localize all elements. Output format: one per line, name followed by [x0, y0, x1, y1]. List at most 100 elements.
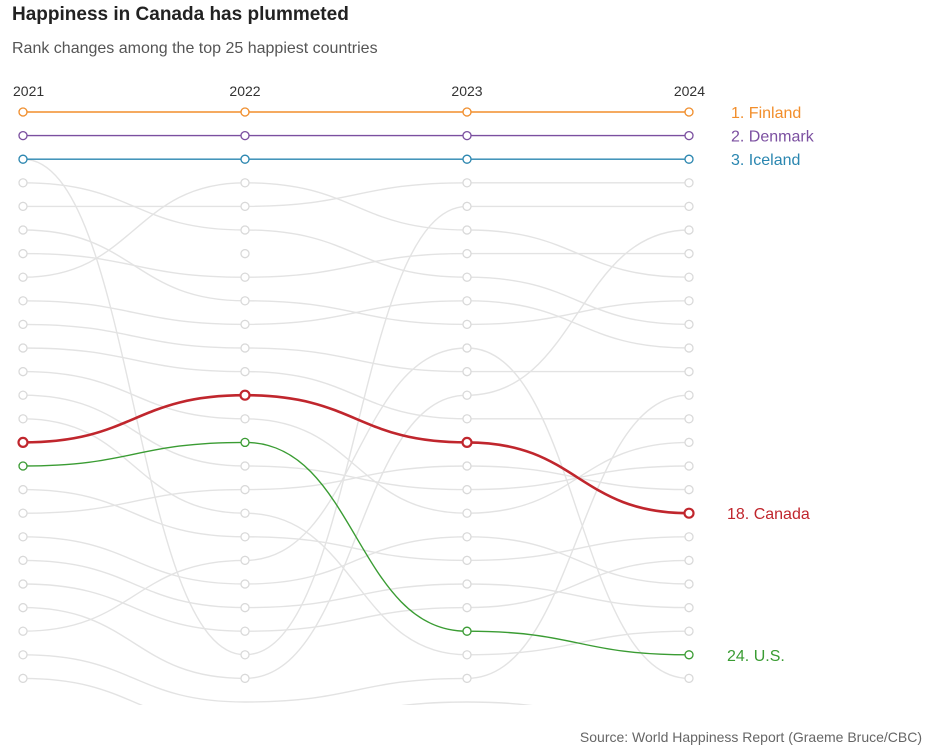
background-point [18, 178, 28, 188]
background-point [240, 367, 250, 377]
background-point [684, 249, 694, 259]
background-point [18, 602, 28, 613]
canada-point-2022 [239, 389, 251, 401]
finland-label: 1. Finland [731, 105, 801, 122]
canada-point-2023 [461, 436, 473, 448]
chart-title: Happiness in Canada has plummeted [12, 4, 349, 25]
background-point [462, 532, 472, 542]
background-point [240, 508, 250, 518]
denmark-point-2024 [684, 130, 694, 141]
background-point [18, 532, 28, 542]
background-point [462, 343, 472, 353]
background-point [462, 178, 472, 188]
background-series-line [22, 536, 690, 585]
background-point [240, 178, 250, 188]
background-series-line [22, 559, 690, 609]
background-point [684, 437, 694, 447]
canada-point-2024 [683, 507, 695, 519]
background-point [684, 296, 694, 306]
finland-point-2023 [462, 107, 472, 117]
background-point [240, 225, 250, 235]
year-label-2024: 2024 [674, 83, 705, 99]
background-series-line [22, 465, 690, 514]
background-lines-group [18, 107, 694, 705]
background-point [240, 650, 250, 660]
background-point [240, 319, 250, 329]
background-point [240, 602, 250, 613]
background-series-line [22, 300, 690, 349]
source-note: Source: World Happiness Report (Graeme B… [579, 729, 922, 745]
background-point [462, 579, 472, 589]
year-label-2022: 2022 [229, 83, 260, 99]
background-point [684, 343, 694, 353]
iceland-point-2022 [240, 154, 250, 164]
background-point [18, 508, 28, 518]
background-point [462, 272, 472, 282]
background-series-line [22, 394, 690, 491]
background-series-line [22, 158, 689, 656]
background-point [18, 626, 28, 636]
year-labels-group: 2021 2022 2023 2024 [13, 83, 705, 99]
background-point [684, 602, 694, 613]
background-point [462, 296, 472, 306]
background-point [18, 296, 28, 306]
background-point [240, 673, 250, 684]
us-point-2023 [462, 626, 472, 636]
background-point [18, 414, 28, 424]
background-point [240, 272, 250, 282]
background-series-line [22, 559, 690, 632]
denmark-point-2023 [462, 130, 472, 141]
background-series-line [22, 252, 689, 278]
background-point [684, 555, 694, 566]
iceland-point-2024 [684, 154, 694, 164]
highlighted-lines-group [17, 107, 695, 660]
finland-point-2024 [684, 107, 694, 117]
background-series-line [22, 229, 690, 680]
background-point [240, 626, 250, 636]
iceland-point-2021 [18, 154, 28, 164]
denmark-point-2022 [240, 130, 250, 141]
us-label: 24. U.S. [727, 648, 785, 665]
us-point-2021 [18, 461, 28, 471]
background-point [462, 249, 472, 259]
background-point [240, 532, 250, 542]
background-point [18, 650, 28, 660]
background-point [684, 414, 694, 424]
background-point [18, 390, 28, 400]
background-point [462, 485, 472, 495]
background-point [18, 579, 28, 589]
background-point [462, 673, 472, 684]
background-point [240, 249, 250, 259]
finland-point-2022 [240, 107, 250, 117]
background-point [462, 319, 472, 329]
background-point [18, 367, 28, 377]
background-point [462, 650, 472, 660]
background-series-line [22, 370, 690, 514]
background-point [684, 461, 694, 471]
background-point [684, 319, 694, 329]
background-point [18, 319, 28, 329]
background-point [18, 201, 28, 211]
background-series-line [22, 229, 690, 326]
background-series-line [22, 394, 690, 703]
background-point [240, 201, 250, 211]
background-point [684, 532, 694, 542]
background-point [684, 225, 694, 235]
background-point [462, 225, 472, 235]
background-point [462, 390, 472, 400]
canada-line [22, 393, 690, 515]
background-point [684, 626, 694, 636]
chart-subtitle: Rank changes among the top 25 happiest c… [12, 40, 378, 57]
us-line [22, 441, 690, 656]
background-point [684, 178, 694, 188]
background-point [684, 201, 694, 211]
background-series-line [22, 347, 690, 680]
denmark-point-2021 [18, 130, 28, 141]
background-point [462, 367, 472, 377]
background-point [240, 485, 250, 495]
year-label-2021: 2021 [13, 83, 44, 99]
background-point [462, 602, 472, 613]
background-point [462, 461, 472, 471]
background-point [240, 555, 250, 566]
